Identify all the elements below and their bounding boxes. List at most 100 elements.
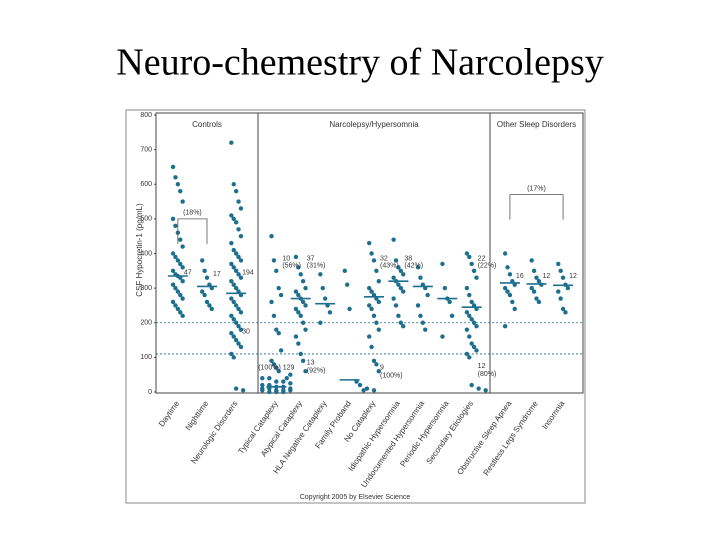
data-point [398, 320, 404, 325]
data-point [209, 306, 214, 312]
data-point [298, 351, 303, 357]
annotation: (31%) [307, 262, 326, 269]
data-point [471, 344, 477, 350]
data-point [278, 348, 284, 353]
data-point [510, 299, 515, 305]
data-point [300, 279, 306, 284]
data-point [238, 327, 244, 332]
data-point [281, 379, 286, 384]
data-point [276, 369, 281, 374]
data-point [274, 379, 279, 384]
data-point [231, 355, 236, 360]
data-point [464, 285, 470, 291]
annotation: (100%) 129 [258, 365, 294, 372]
annotation: 16 [516, 273, 524, 280]
data-point [369, 251, 374, 256]
data-point [180, 199, 185, 204]
annotation: 37 [307, 256, 315, 263]
data-point [238, 258, 244, 263]
data-point [529, 258, 534, 263]
data-point [440, 261, 445, 267]
data-point [202, 292, 207, 298]
data-point [231, 182, 236, 187]
data-point [229, 351, 234, 357]
data-point [374, 268, 379, 274]
data-point [229, 279, 234, 284]
data-point [300, 320, 306, 325]
data-point [260, 382, 265, 388]
data-point [288, 381, 293, 386]
data-point [467, 292, 472, 298]
data-point [281, 389, 286, 395]
data-point [269, 299, 274, 305]
data-point [344, 282, 350, 287]
data-point [260, 388, 265, 393]
data-point [233, 251, 239, 256]
annotation: 194 [242, 269, 254, 276]
data-point [531, 268, 537, 274]
bracket-label: (17%) [527, 185, 546, 192]
data-point [396, 265, 401, 270]
data-point [300, 358, 306, 364]
data-point [560, 306, 566, 312]
data-point [534, 296, 539, 301]
data-point [327, 310, 333, 315]
data-point [418, 275, 423, 280]
data-point [560, 275, 566, 280]
annotation: 9 [380, 365, 384, 372]
data-point [393, 258, 399, 263]
data-point [467, 254, 472, 260]
data-point [180, 279, 185, 284]
data-point [401, 289, 406, 294]
data-point [293, 334, 299, 339]
data-point [229, 330, 234, 336]
data-point [369, 344, 374, 350]
data-point [274, 327, 279, 332]
data-point [204, 299, 210, 305]
data-point [565, 285, 571, 291]
data-point [512, 306, 517, 312]
data-point [269, 358, 274, 364]
y-tick-label: 400 [140, 250, 152, 257]
y-tick-label: 300 [140, 285, 152, 292]
y-tick-label: 800 [140, 112, 152, 119]
data-point [464, 251, 470, 256]
data-point [303, 327, 308, 332]
data-point [175, 306, 181, 312]
data-point [274, 365, 279, 370]
data-point [391, 275, 396, 280]
data-point [170, 268, 176, 274]
data-point [229, 240, 234, 246]
data-point [271, 258, 277, 263]
data-point [467, 334, 472, 339]
data-point [442, 285, 448, 291]
data-point [320, 285, 325, 291]
data-point [449, 313, 455, 319]
data-point [200, 258, 205, 263]
bracket [177, 218, 208, 244]
data-point [180, 265, 185, 270]
data-point [469, 382, 474, 388]
annotation: 10 [282, 256, 290, 263]
data-point [276, 330, 281, 336]
annotation: 32 [380, 256, 388, 263]
data-point [260, 375, 265, 381]
annotation: (80%) [478, 371, 497, 378]
data-point [398, 285, 404, 291]
data-point [233, 320, 239, 325]
data-point [371, 313, 377, 319]
data-point [276, 285, 281, 291]
data-point [469, 261, 474, 267]
data-point [469, 341, 474, 346]
data-point [505, 265, 510, 270]
data-point [369, 289, 374, 294]
data-point [267, 389, 272, 395]
data-point [418, 313, 423, 319]
data-point [271, 313, 277, 319]
data-point [233, 303, 239, 308]
data-point [376, 299, 381, 305]
data-point [464, 351, 470, 357]
data-point [274, 268, 279, 274]
data-point [173, 223, 178, 228]
data-point [347, 306, 352, 312]
